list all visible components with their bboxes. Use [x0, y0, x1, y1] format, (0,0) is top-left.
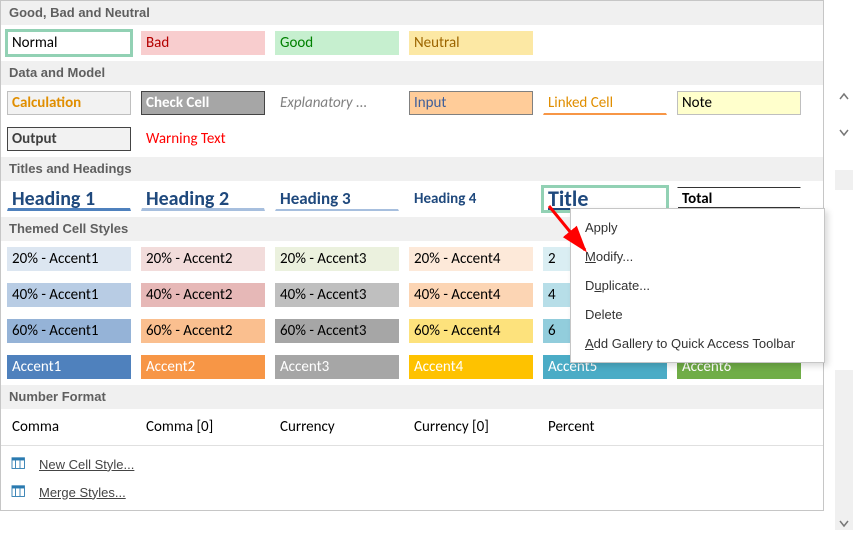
- ctx-apply[interactable]: Apply: [571, 213, 824, 242]
- style-swatch[interactable]: Check Cell: [141, 91, 265, 115]
- ctx-delete-label: Delete: [585, 307, 623, 322]
- new-cell-style-button[interactable]: New Cell Style...: [1, 450, 823, 478]
- style-swatch[interactable]: Accent1: [7, 355, 131, 379]
- style-swatch[interactable]: Comma: [7, 415, 131, 439]
- style-swatch[interactable]: Note: [677, 91, 801, 115]
- style-swatch[interactable]: Accent2: [141, 355, 265, 379]
- context-menu: Apply Modify... Duplicate... Delete Add …: [570, 208, 825, 363]
- style-swatch[interactable]: Comma [0]: [141, 415, 265, 439]
- merge-styles-label: Merge Styles...: [39, 485, 126, 500]
- ctx-apply-label: Apply: [585, 220, 618, 235]
- style-swatch[interactable]: Good: [275, 31, 399, 55]
- style-swatch[interactable]: Warning Text: [141, 127, 265, 151]
- style-swatch[interactable]: 20% - Accent2: [141, 247, 265, 271]
- ctx-add-gallery[interactable]: Add Gallery to Quick Access Toolbar: [571, 329, 824, 358]
- style-swatch[interactable]: Explanatory ...: [275, 91, 399, 115]
- row-data-model-2: Output Warning Text: [1, 121, 823, 157]
- style-swatch[interactable]: Currency [0]: [409, 415, 533, 439]
- style-swatch[interactable]: Heading 4: [409, 187, 533, 211]
- style-swatch[interactable]: Heading 1: [7, 187, 131, 211]
- section-header-good-bad-neutral: Good, Bad and Neutral: [1, 1, 823, 25]
- gallery-footer: New Cell Style... Merge Styles...: [1, 445, 823, 510]
- scrollbar-track-2[interactable]: [835, 370, 853, 530]
- style-swatch[interactable]: 60% - Accent3: [275, 319, 399, 343]
- ctx-duplicate[interactable]: Duplicate...: [571, 271, 824, 300]
- style-swatch[interactable]: 40% - Accent3: [275, 283, 399, 307]
- right-scrollbar-area: [827, 0, 857, 536]
- style-swatch[interactable]: Calculation: [7, 91, 131, 115]
- ctx-delete[interactable]: Delete: [571, 300, 824, 329]
- style-swatch[interactable]: 4: [543, 283, 571, 307]
- style-swatch[interactable]: 6: [543, 319, 571, 343]
- style-swatch[interactable]: Accent4: [409, 355, 533, 379]
- merge-styles-button[interactable]: Merge Styles...: [1, 478, 823, 506]
- style-swatch[interactable]: 20% - Accent3: [275, 247, 399, 271]
- style-swatch[interactable]: 60% - Accent4: [409, 319, 533, 343]
- style-swatch[interactable]: 40% - Accent1: [7, 283, 131, 307]
- style-swatch[interactable]: Input: [409, 91, 533, 115]
- style-swatch[interactable]: Percent: [543, 415, 667, 439]
- style-swatch[interactable]: 40% - Accent2: [141, 283, 265, 307]
- ctx-modify[interactable]: Modify...: [571, 242, 824, 271]
- style-swatch[interactable]: 20% - Accent4: [409, 247, 533, 271]
- new-cell-style-icon: [11, 456, 29, 472]
- style-swatch[interactable]: 60% - Accent1: [7, 319, 131, 343]
- style-swatch[interactable]: Bad: [141, 31, 265, 55]
- style-swatch[interactable]: Output: [7, 127, 131, 151]
- merge-styles-icon: [11, 484, 29, 500]
- scrollbar-track-1[interactable]: [835, 170, 853, 190]
- style-swatch[interactable]: Heading 2: [141, 187, 265, 211]
- style-swatch[interactable]: Currency: [275, 415, 399, 439]
- scrollbar-up-icon[interactable]: [835, 90, 853, 108]
- section-header-titles-headings: Titles and Headings: [1, 157, 823, 181]
- new-cell-style-label: New Cell Style...: [39, 457, 134, 472]
- style-swatch[interactable]: Normal: [7, 31, 131, 55]
- style-swatch[interactable]: 20% - Accent1: [7, 247, 131, 271]
- style-swatch[interactable]: 60% - Accent2: [141, 319, 265, 343]
- row-data-model-1: Calculation Check Cell Explanatory ... Inpu…: [1, 85, 823, 121]
- ctx-add-gallery-label: dd Gallery to Quick Access Toolbar: [594, 336, 795, 351]
- row-number-format: Comma Comma [0] Currency Currency [0] Percen…: [1, 409, 823, 445]
- style-swatch[interactable]: Accent3: [275, 355, 399, 379]
- ctx-modify-label: odify...: [596, 249, 633, 264]
- style-swatch[interactable]: 2: [543, 247, 571, 271]
- row-good-bad-neutral: Normal Bad Good Neutral: [1, 25, 823, 61]
- scrollbar-bottom-icon[interactable]: [835, 516, 853, 534]
- style-swatch[interactable]: Neutral: [409, 31, 533, 55]
- section-header-number-format: Number Format: [1, 385, 823, 409]
- section-header-data-model: Data and Model: [1, 61, 823, 85]
- scrollbar-down-icon[interactable]: [835, 125, 853, 143]
- style-swatch[interactable]: Linked Cell: [543, 91, 667, 115]
- style-swatch[interactable]: Heading 3: [275, 187, 399, 211]
- ctx-duplicate-label: plicate...: [602, 278, 650, 293]
- style-swatch[interactable]: 40% - Accent4: [409, 283, 533, 307]
